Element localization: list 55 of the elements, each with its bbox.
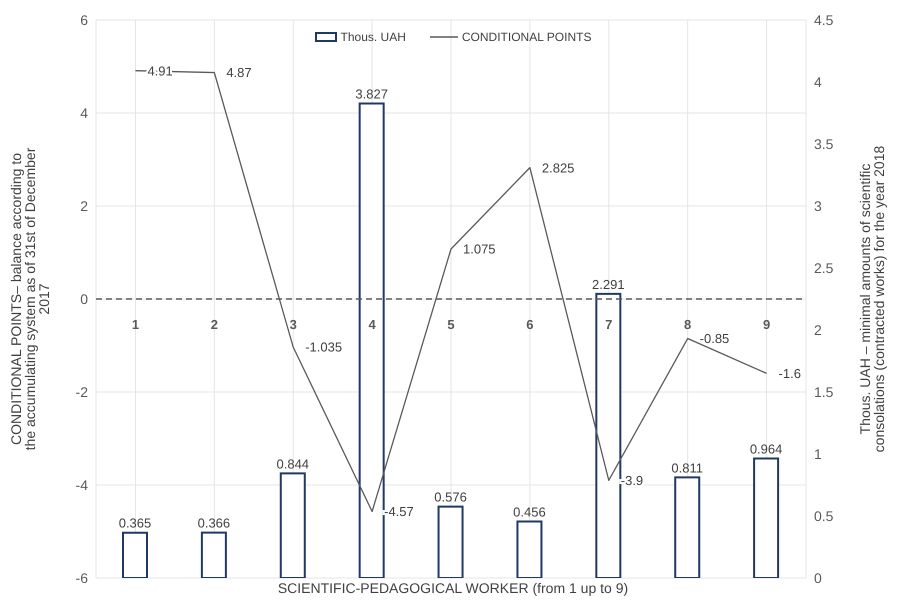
y2-tick-label: 1.5 (814, 384, 834, 400)
data-label: 0.844 (276, 456, 310, 472)
data-label: 4.87 (226, 65, 252, 80)
x-tick-label: 8 (684, 317, 692, 332)
data-label: -4.57 (384, 504, 414, 520)
y2-tick-label: 2.5 (814, 260, 834, 276)
data-label: 1.075 (463, 242, 496, 257)
y2-tick-label: 1 (814, 446, 822, 462)
bar (516, 520, 542, 578)
legend-label: Thous. UAH (340, 30, 406, 44)
y2-tick-label: 3 (814, 198, 822, 214)
y2-axis-title: Thous. UAH – minimal amounts of scientific consolations (contracted works) for the year 2018 (856, 145, 887, 452)
y-tick-label: 6 (80, 12, 88, 28)
x-tick-label: 5 (447, 317, 455, 332)
y-tick-label: -6 (76, 570, 88, 586)
data-label: 3.827 (355, 86, 388, 102)
data-label: 0.811 (671, 460, 704, 476)
x-tick-label: 9 (762, 317, 770, 332)
bar (358, 102, 385, 578)
data-label: -1.035 (305, 340, 342, 355)
bar (753, 457, 780, 578)
x-tick-label: 4 (368, 317, 376, 332)
x-tick-label: 3 (290, 317, 297, 332)
y2-tick-label: 3.5 (814, 136, 834, 152)
y-tick-label: 4 (80, 104, 88, 121)
bar (122, 532, 148, 578)
x-axis-title: SCIENTIFIC-PEDAGOGICAL WORKER (from 1 up to 9) (278, 580, 628, 596)
data-label: 0.366 (198, 516, 230, 531)
data-label: 0.456 (513, 504, 546, 520)
y2-tick-label: 0 (814, 570, 822, 586)
data-label: 2.291 (592, 276, 625, 292)
x-tick-label: 7 (605, 317, 612, 332)
data-label: 2.825 (542, 160, 574, 176)
data-label: -0.85 (700, 331, 730, 346)
y-tick-label: 2 (80, 198, 88, 214)
bar (674, 476, 700, 578)
data-label: -1.6 (778, 366, 801, 382)
bar (200, 532, 227, 578)
legend-label: CONDITIONAL POINTS (460, 30, 592, 44)
x-tick-label: 6 (526, 317, 534, 332)
y-tick-label: -2 (76, 384, 88, 400)
x-tick-label: 2 (210, 317, 218, 332)
bar (438, 506, 464, 578)
x-tick-label: 1 (132, 317, 140, 332)
y-tick-label: 0 (80, 290, 88, 307)
y2-tick-label: 4.5 (814, 12, 834, 28)
y2-tick-label: 4 (814, 74, 822, 90)
y-tick-label: -4 (76, 476, 88, 493)
data-label: 0.576 (434, 490, 467, 505)
y-axis-title: CONDITIONAL POINTS– balance according to the accumulating system as of 31st of December 2017 (8, 147, 52, 450)
bar (280, 472, 306, 578)
bar (595, 292, 622, 578)
data-label: 0.365 (118, 516, 152, 531)
data-label: 0.964 (750, 441, 782, 456)
y2-tick-label: 0.5 (814, 508, 834, 524)
